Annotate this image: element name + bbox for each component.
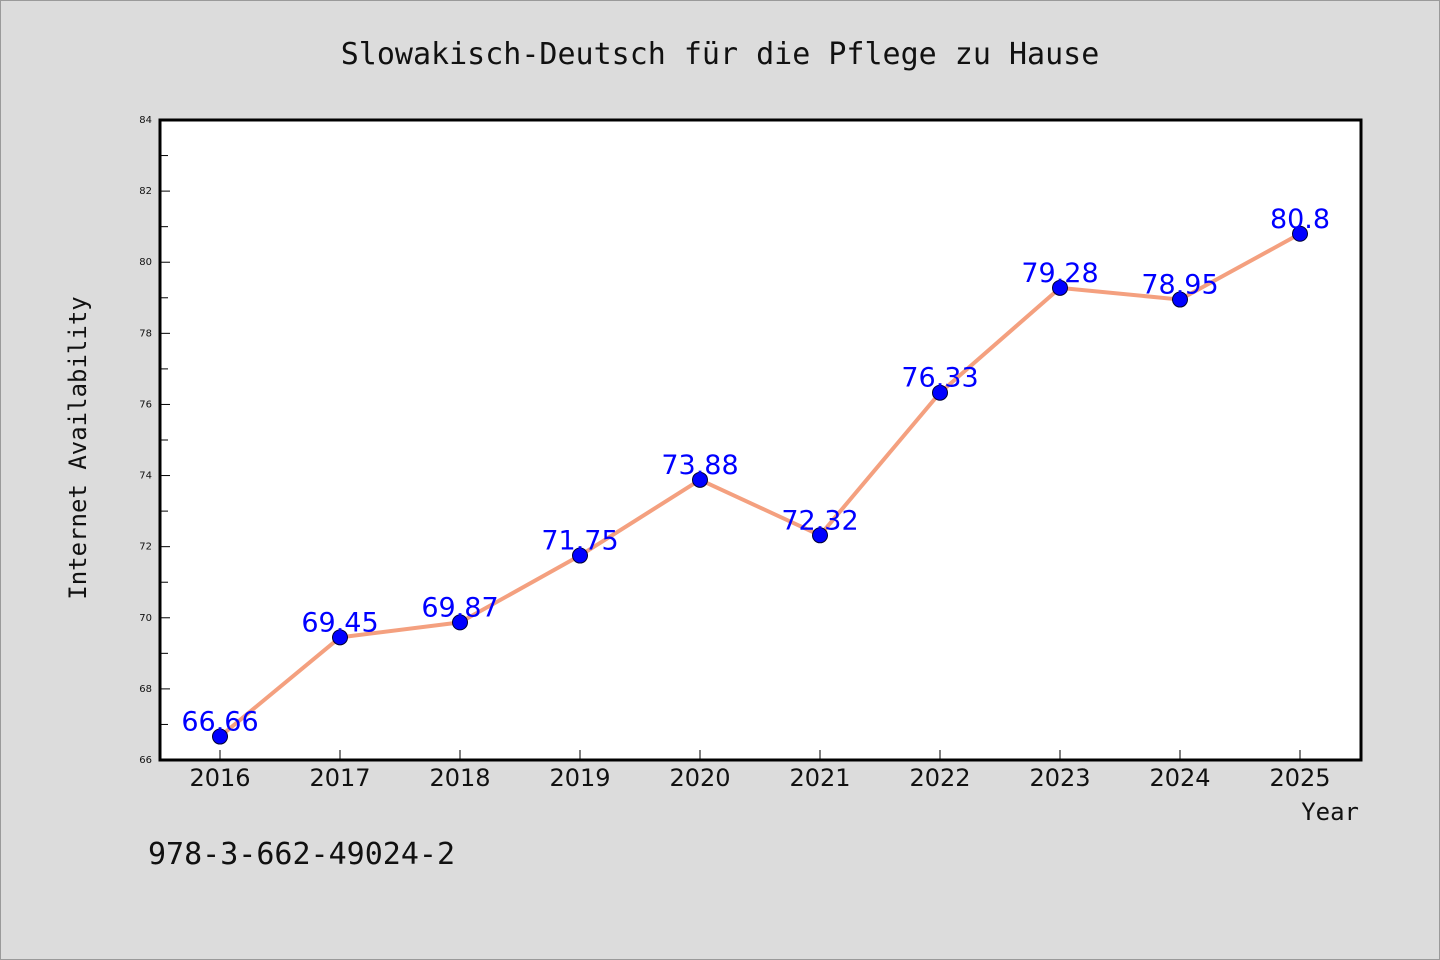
y-tick-label: 78 (139, 328, 152, 339)
y-axis: 66 68 70 72 74 76 78 80 82 84 (139, 115, 170, 766)
data-label: 73.88 (661, 450, 738, 481)
x-tick-label: 2023 (1029, 764, 1090, 792)
data-label: 66.66 (181, 707, 258, 738)
y-tick-label: 82 (139, 186, 152, 197)
data-label: 80.8 (1270, 204, 1330, 235)
data-point (1292, 225, 1308, 242)
y-tick-label: 66 (139, 755, 152, 766)
x-tick-label: 2024 (1149, 764, 1210, 792)
data-point (932, 384, 948, 401)
y-tick-label: 70 (139, 613, 152, 624)
x-axis-label: Year (1301, 798, 1359, 826)
chart-title: Slowakisch-Deutsch für die Pflege zu Hau… (341, 37, 1100, 72)
x-tick-label: 2018 (429, 764, 490, 792)
x-tick-label: 2016 (189, 764, 250, 792)
data-label: 69.87 (421, 592, 498, 623)
x-axis: 2016 2017 2018 2019 2020 2021 2022 2023 2024 2025 (189, 750, 1331, 792)
x-tick-label: 2021 (789, 764, 850, 792)
y-tick-label: 80 (139, 257, 152, 268)
data-label: 72.32 (781, 505, 858, 536)
x-tick-label: 2025 (1269, 764, 1330, 792)
y-tick-label: 84 (139, 115, 152, 126)
data-point (332, 629, 348, 646)
data-point (212, 728, 228, 745)
plot-area (158, 118, 1363, 762)
y-tick-label: 74 (139, 471, 152, 482)
data-label: 76.33 (901, 363, 978, 394)
isbn-footnote: 978-3-662-49024-2 (148, 837, 455, 872)
y-tick-label: 76 (139, 399, 152, 410)
marker-group (212, 225, 1308, 745)
x-tick-label: 2017 (309, 764, 370, 792)
y-tick-label: 68 (139, 684, 152, 695)
x-tick-label: 2020 (669, 764, 730, 792)
data-label-group: 66.66 69.45 69.87 71.75 73.88 72.32 76.33 79.28… (181, 204, 1330, 738)
series-line-group (218, 232, 1301, 739)
data-point (572, 547, 588, 564)
data-label: 79.28 (1021, 258, 1098, 289)
y-axis-label: Internet Availability (64, 296, 92, 599)
x-tick-label: 2019 (549, 764, 610, 792)
data-label: 78.95 (1141, 270, 1218, 301)
data-point (1052, 279, 1068, 296)
y-tick-label: 72 (139, 542, 152, 553)
data-point (452, 614, 468, 631)
x-tick-label: 2022 (909, 764, 970, 792)
data-point (692, 471, 708, 488)
data-point (1172, 291, 1188, 308)
data-label: 71.75 (541, 526, 618, 557)
data-point (812, 527, 828, 544)
data-label: 69.45 (301, 607, 378, 638)
series-line (218, 232, 1301, 739)
